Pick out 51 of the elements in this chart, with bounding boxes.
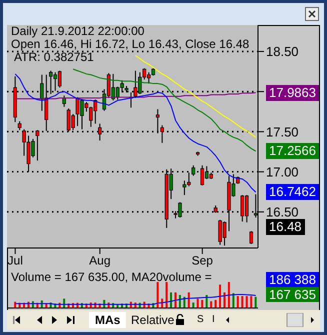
candlestick — [249, 230, 254, 244]
bar — [241, 296, 244, 308]
text: 16.7462 — [266, 184, 319, 200]
bar — [228, 282, 230, 308]
text: S — [197, 313, 204, 327]
text: 16.48 — [266, 218, 305, 235]
line-series — [135, 54, 256, 138]
candlestick — [53, 72, 58, 92]
line-series — [14, 73, 256, 193]
bar — [170, 292, 172, 308]
y-tick-label: 18.50 — [266, 44, 299, 60]
y-tick-label: 17.00 — [266, 164, 299, 180]
candlestick — [36, 130, 40, 162]
bar — [174, 292, 176, 308]
y-tick-label: 16.50 — [266, 204, 299, 220]
text: Open 16.46, Hi 16.72, Lo 16.43, Close 16.48 — [11, 37, 250, 51]
text: MAs — [89, 312, 126, 328]
text: Relative — [130, 312, 176, 328]
bar — [192, 302, 194, 308]
bar — [246, 296, 248, 308]
candlestick — [182, 180, 186, 196]
x-tick-label: Aug — [89, 254, 111, 268]
bar — [210, 301, 212, 308]
bar — [219, 284, 222, 308]
bar — [250, 296, 252, 308]
text: 17.9863 — [266, 84, 319, 101]
text: 167 635 — [266, 287, 319, 302]
line-series — [72, 68, 256, 152]
text: I — [212, 313, 215, 327]
bar — [166, 282, 168, 308]
bar — [156, 282, 159, 308]
candlestick — [58, 70, 62, 88]
bar — [254, 296, 257, 308]
bar — [214, 300, 217, 308]
x-tick-label: Sep — [192, 254, 214, 268]
bar — [196, 298, 199, 308]
y-tick-label: 17.50 — [266, 124, 299, 140]
annotation: ATR: 0.382751 — [14, 50, 95, 64]
candlestick — [200, 164, 204, 186]
bar — [201, 300, 204, 308]
bar — [236, 296, 239, 308]
candlestick — [222, 221, 226, 246]
bar — [232, 293, 234, 308]
chart-title: Daily 21.9.2012 22:00:00 — [11, 24, 146, 38]
candlestick — [240, 194, 244, 222]
x-tick-label: Jul — [8, 254, 23, 268]
chart-title: Volume = 167 635.00, MA20volume = — [11, 270, 212, 284]
bar — [188, 292, 190, 308]
candlestick — [192, 164, 196, 176]
text: 186 388 — [266, 272, 319, 287]
text: 17.2566 — [266, 143, 319, 160]
